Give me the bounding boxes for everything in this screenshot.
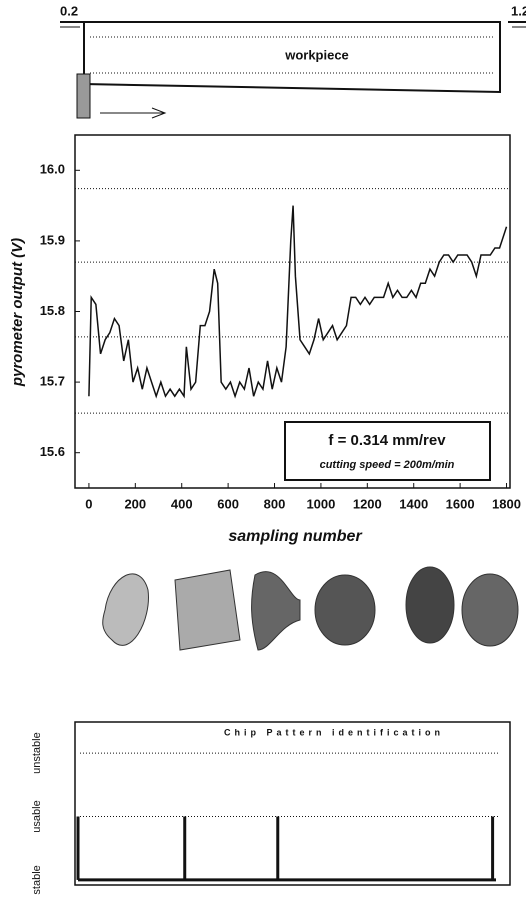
arrow [151, 107, 167, 119]
plot-frame [74, 721, 511, 886]
data-line [88, 205, 508, 399]
x-tick-label: 800 [264, 496, 286, 511]
x-tick-label: 1200 [353, 496, 382, 511]
chip-image [461, 573, 519, 647]
chip-image [251, 571, 301, 651]
chip-image [174, 569, 241, 651]
y-tick-label: usable [31, 800, 43, 832]
y-tick-label: 15.9 [40, 232, 65, 247]
y-tick-label: 15.8 [40, 303, 65, 318]
y-tick-label: 15.6 [40, 444, 65, 459]
y-tick-label: 16.0 [40, 162, 65, 177]
workpiece-label: workpiece [284, 47, 349, 62]
x-tick-label: 400 [171, 496, 193, 511]
chip-image [102, 573, 149, 646]
chip-image [405, 566, 455, 644]
y-tick-label: 15.7 [40, 374, 65, 389]
x-tick-label: 1800 [492, 496, 521, 511]
x-tick-label: 600 [217, 496, 239, 511]
workpiece-diagram: 0.2 1.2 workpiece [60, 3, 526, 119]
annotation: f = 0.314 mm/rev [328, 432, 446, 449]
y-tick-label: stable [31, 865, 43, 894]
y-tick-label: unstable [31, 732, 43, 774]
x-tick-label: 200 [124, 496, 146, 511]
x-tick-label: 1600 [446, 496, 475, 511]
tool [76, 73, 91, 119]
x-tick-label: 1400 [399, 496, 428, 511]
y-axis-label: pyrometer output (V) [9, 238, 26, 387]
x-axis-label: sampling number [228, 528, 362, 545]
workpiece [83, 21, 501, 94]
diagram-label: 0.2 [60, 3, 78, 18]
chip-image [314, 574, 376, 646]
chip-images [102, 566, 519, 651]
annotation: cutting speed = 200m/min [320, 459, 455, 471]
x-tick-label: 0 [85, 496, 92, 511]
diagram-label: 1.2 [511, 3, 526, 18]
annotation-box [284, 421, 491, 481]
chart-title: Chip Pattern identification [224, 727, 444, 737]
x-tick-label: 1000 [306, 496, 335, 511]
